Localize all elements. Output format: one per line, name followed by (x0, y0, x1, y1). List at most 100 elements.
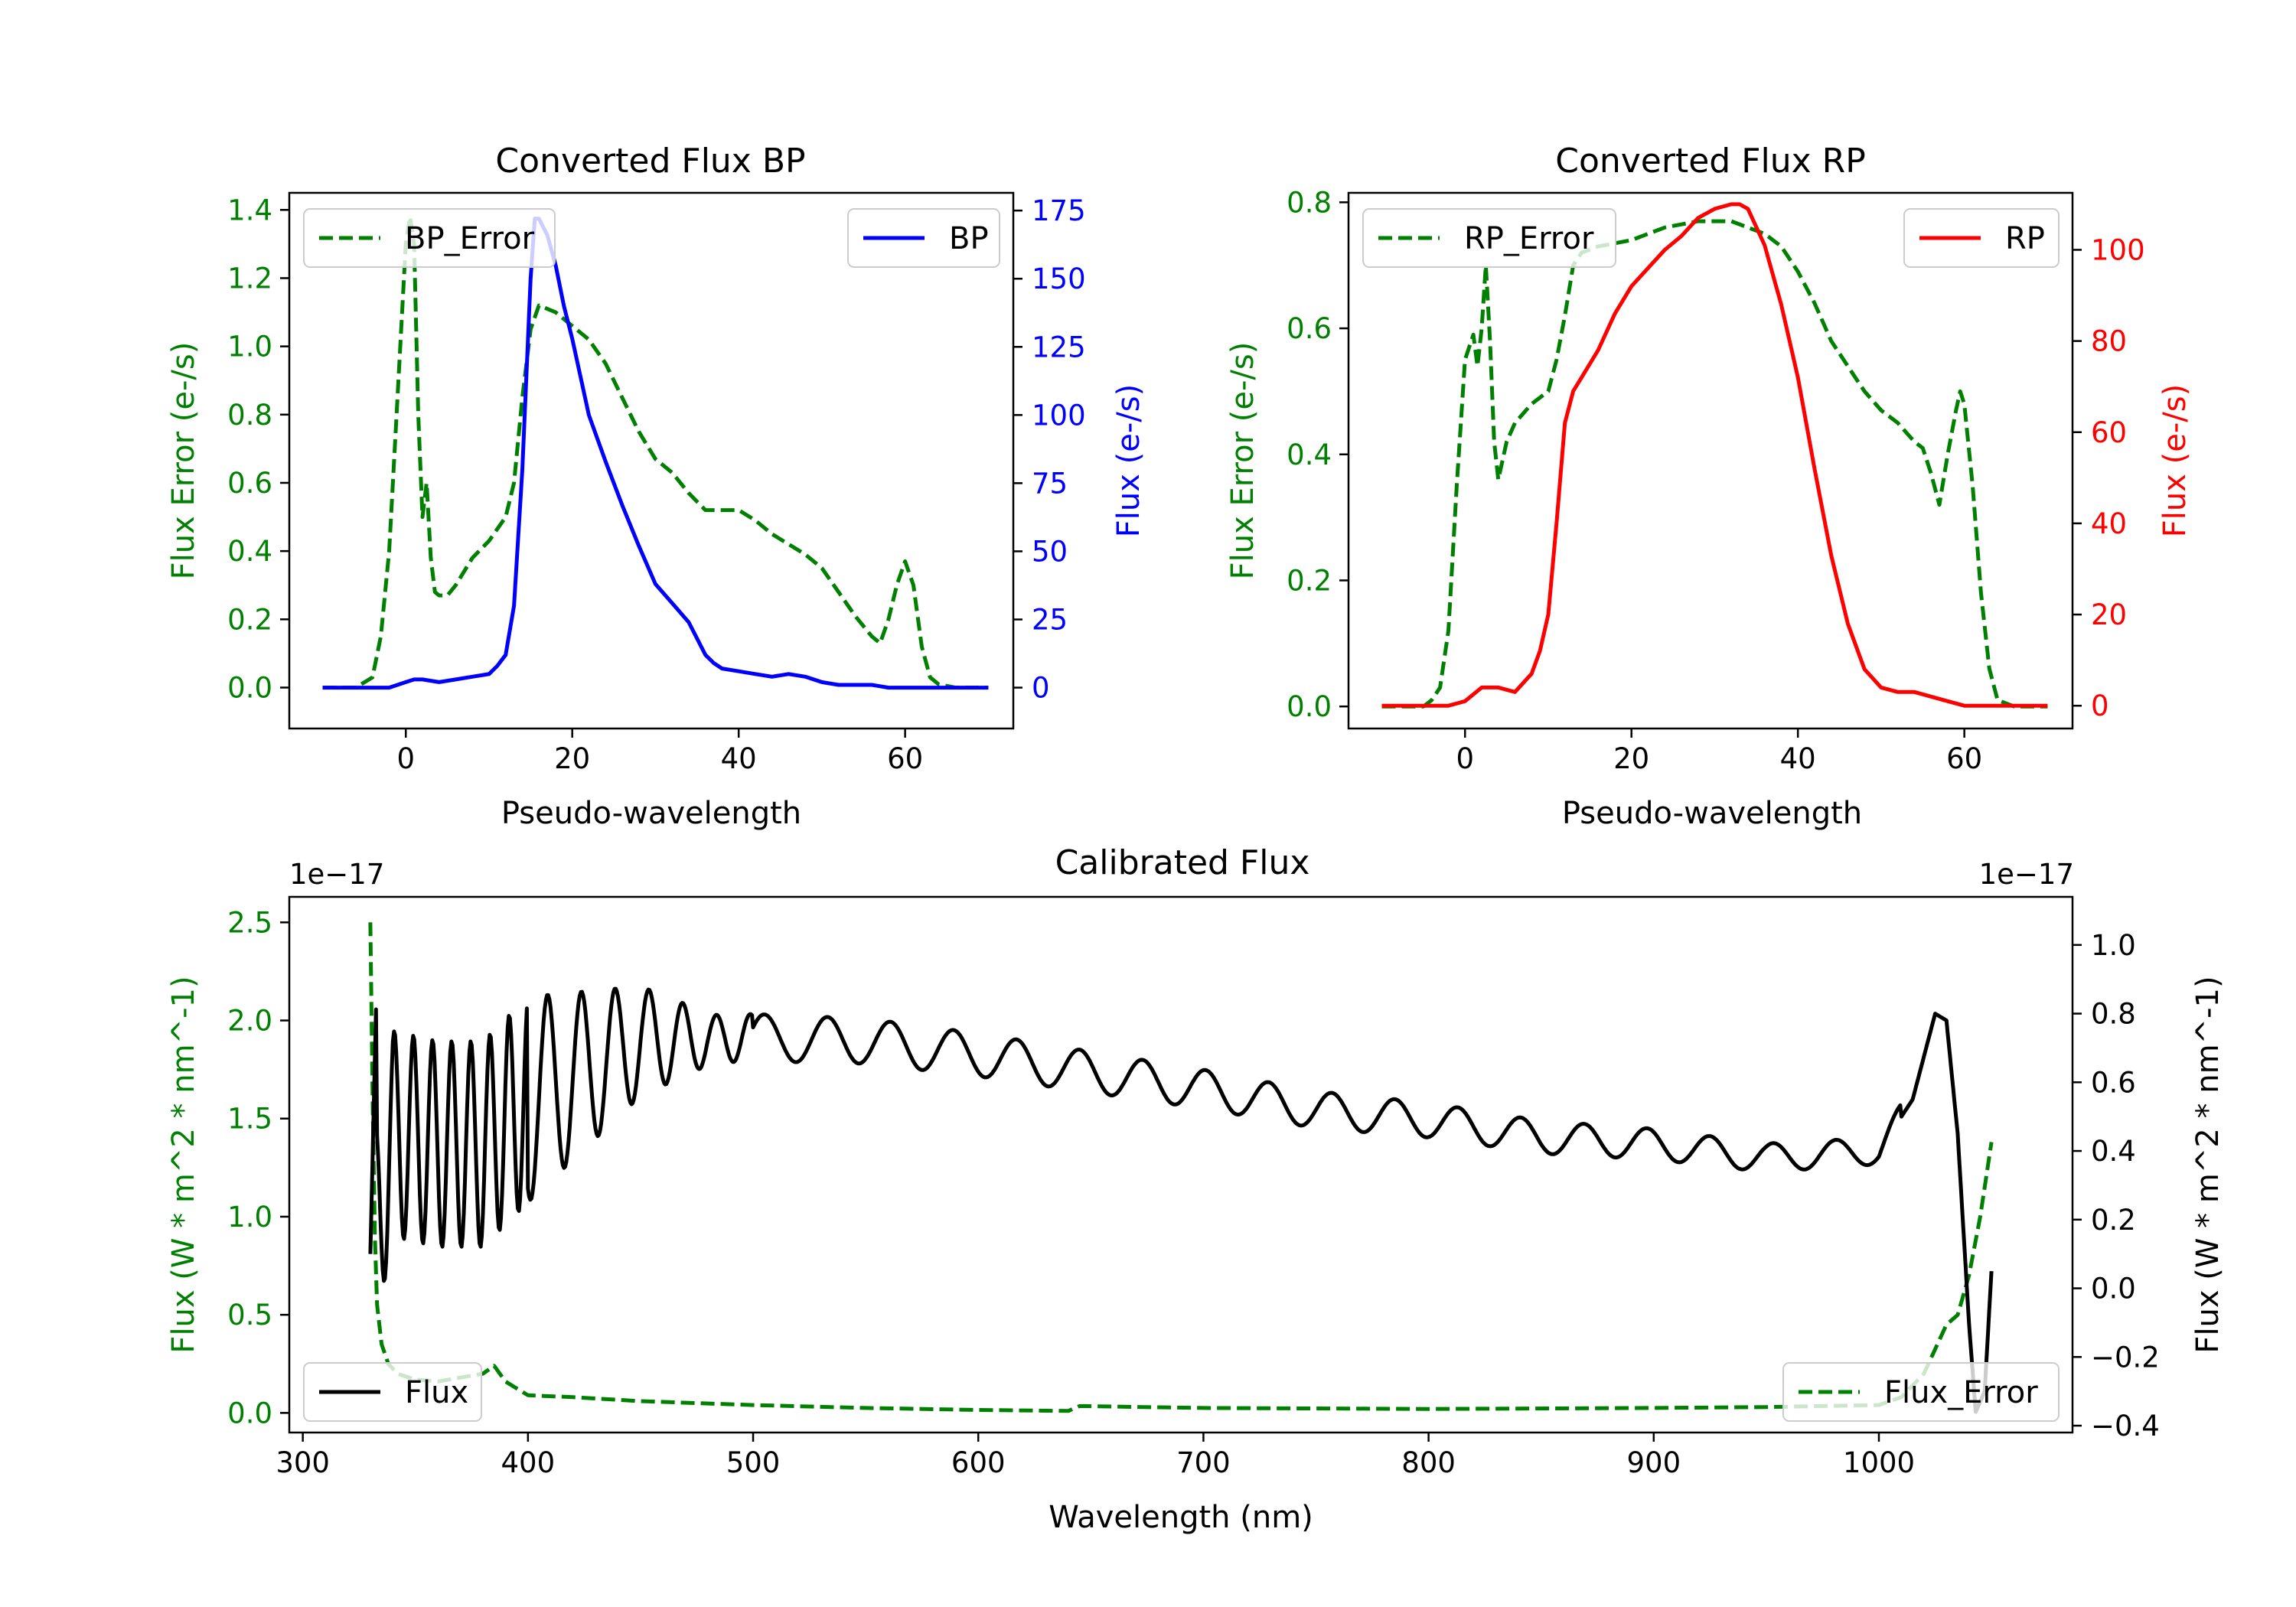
bp-right-tick-label: 75 (1032, 467, 1068, 500)
calibrated-right-tick-label: −0.4 (2091, 1410, 2160, 1442)
rp-left-tick-label: 0.4 (1287, 438, 1332, 471)
calibrated-right-tick-label: 0.6 (2091, 1066, 2136, 1099)
rp-legend-right: RP (1903, 208, 2060, 268)
rp-axes-frame (1347, 191, 2074, 730)
rp-legend-right-box (1903, 208, 2060, 268)
calibrated-right-offset: 1e−17 (1979, 858, 2074, 891)
calibrated-right-tick-label: 1.0 (2091, 929, 2136, 962)
bp-right-y-label: Flux (e-/s) (1111, 384, 1146, 537)
rp-left-tick-label: 0.6 (1287, 312, 1332, 345)
calibrated-title: Calibrated Flux (1055, 843, 1310, 882)
bp-x-label: Pseudo-wavelength (501, 796, 801, 831)
calibrated-left-tick-label: 2.5 (227, 906, 272, 939)
rp-right-tick-label: 80 (2091, 325, 2127, 358)
bp-legend-left-box (303, 208, 556, 268)
calibrated-left-axis: 0.0 0.5 1.0 1.5 2.0 2.5 (227, 906, 289, 1429)
calibrated-left-tick-label: 2.0 (227, 1005, 272, 1038)
rp-x-tick-label: 60 (1946, 742, 1982, 775)
rp-legend-left-label: RP_Error (1464, 221, 1594, 256)
bp-left-y-label: Flux Error (e-/s) (166, 342, 201, 580)
bp-x-tick-label: 60 (887, 742, 923, 775)
calibrated-x-tick-label: 400 (501, 1446, 556, 1479)
rp-legend-right-label: RP (2005, 221, 2045, 256)
rp-right-tick-label: 20 (2091, 598, 2127, 631)
rp-left-tick-label: 0.0 (1287, 690, 1332, 723)
bp-legend-right-label: BP (949, 221, 989, 256)
bp-series-bp (322, 217, 989, 690)
calibrated-x-tick-label: 700 (1176, 1446, 1231, 1479)
rp-left-y-label: Flux Error (e-/s) (1225, 342, 1261, 580)
rp-panel: Converted Flux RP 0 20 40 60 0.00.20.40.60.… (1225, 142, 2193, 831)
calibrated-x-axis: 300 400 500 600 700 800 900 1000 (276, 1433, 1915, 1479)
rp-right-tick-label: 0 (2091, 689, 2109, 722)
calibrated-right-tick-label: 0.0 (2091, 1273, 2136, 1305)
calibrated-left-tick-label: 1.0 (227, 1201, 272, 1234)
bp-right-tick-label: 125 (1032, 331, 1086, 363)
bp-right-tick-label: 0 (1032, 672, 1050, 705)
bp-panel: Converted Flux BP 0 20 40 60 0.00.20.40.60.… (166, 142, 1146, 831)
calibrated-legend-right-label: Flux_Error (1884, 1375, 2038, 1410)
rp-x-label: Pseudo-wavelength (1562, 796, 1862, 831)
calibrated-legend-left: Flux (303, 1362, 482, 1422)
calibrated-right-tick-label: 0.2 (2091, 1204, 2136, 1237)
bp-left-tick-label: 0.0 (227, 671, 272, 704)
bp-left-tick-label: 1.4 (227, 194, 272, 227)
calibrated-x-tick-label: 600 (951, 1446, 1006, 1479)
calibrated-legend-left-label: Flux (405, 1375, 468, 1410)
rp-x-tick-label: 0 (1456, 742, 1474, 775)
rp-right-y-label: Flux (e-/s) (2157, 384, 2193, 537)
bp-axes-frame (288, 191, 1015, 730)
bp-right-tick-label: 100 (1032, 399, 1086, 432)
calibrated-x-tick-label: 1000 (1843, 1446, 1915, 1479)
bp-series-bp-error (322, 214, 989, 689)
bp-left-tick-label: 1.0 (227, 331, 272, 363)
calibrated-series-flux (368, 986, 1994, 1414)
rp-series-rp (1381, 202, 2048, 708)
rp-x-axis: 0 20 40 60 (1456, 729, 1982, 775)
calibrated-left-offset: 1e−17 (289, 858, 384, 891)
rp-legend-left-box (1362, 208, 1616, 268)
bp-x-tick-label: 40 (721, 742, 757, 775)
calibrated-legend-left-box (303, 1362, 482, 1422)
calibrated-right-tick-label: 0.4 (2091, 1135, 2136, 1168)
bp-plot-area (322, 214, 989, 690)
bp-x-axis: 0 20 40 60 (396, 729, 923, 775)
rp-x-tick-label: 20 (1613, 742, 1649, 775)
bp-left-tick-label: 1.2 (227, 262, 272, 295)
bp-left-tick-label: 0.4 (227, 535, 272, 568)
rp-series-rp-error (1381, 219, 2048, 709)
bp-left-tick-label: 0.6 (227, 467, 272, 500)
calibrated-x-tick-label: 800 (1401, 1446, 1456, 1479)
calibrated-x-label: Wavelength (nm) (1049, 1500, 1313, 1535)
rp-left-tick-label: 0.2 (1287, 564, 1332, 597)
calibrated-right-y-label: Flux (W * m^2 * nm^-1) (2190, 976, 2226, 1353)
bp-right-tick-label: 175 (1032, 194, 1086, 227)
calibrated-legend-right: Flux_Error (1782, 1362, 2060, 1422)
rp-legend-left: RP_Error (1362, 208, 1616, 268)
calibrated-right-tick-label: −0.2 (2091, 1341, 2160, 1374)
bp-left-axis: 0.0 0.2 0.4 0.6 0.8 1.0 1.2 1.4 (227, 194, 289, 704)
calibrated-legend-right-box (1782, 1362, 2060, 1422)
bp-left-tick-label: 0.2 (227, 603, 272, 636)
rp-left-tick-label: 0.8 (1287, 186, 1332, 219)
rp-right-tick-label: 100 (2091, 233, 2145, 266)
rp-x-tick-label: 40 (1780, 742, 1816, 775)
rp-right-tick-label: 40 (2091, 507, 2127, 540)
rp-right-axis: 0 20 40 60 80 100 (2073, 233, 2145, 722)
bp-right-tick-label: 50 (1032, 535, 1068, 568)
bp-legend-left-label: BP_Error (405, 221, 535, 256)
bp-legend-left: BP_Error (303, 208, 556, 268)
rp-right-tick-label: 60 (2091, 416, 2127, 449)
calibrated-left-tick-label: 0.5 (227, 1299, 272, 1332)
calibrated-right-tick-label: 0.8 (2091, 998, 2136, 1031)
bp-left-tick-label: 0.8 (227, 399, 272, 432)
bp-title: Converted Flux BP (495, 142, 805, 181)
bp-right-axis: 0 25 50 75 100 125 150 175 (1013, 194, 1086, 705)
calibrated-left-tick-label: 0.0 (227, 1397, 272, 1429)
calibrated-x-tick-label: 300 (276, 1446, 330, 1479)
bp-x-tick-label: 0 (396, 742, 415, 775)
calibrated-left-tick-label: 1.5 (227, 1103, 272, 1136)
calibrated-right-axis: −0.4 −0.2 0.0 0.2 0.4 0.6 0.8 1.0 (2073, 929, 2160, 1442)
bp-right-tick-label: 150 (1032, 262, 1086, 295)
